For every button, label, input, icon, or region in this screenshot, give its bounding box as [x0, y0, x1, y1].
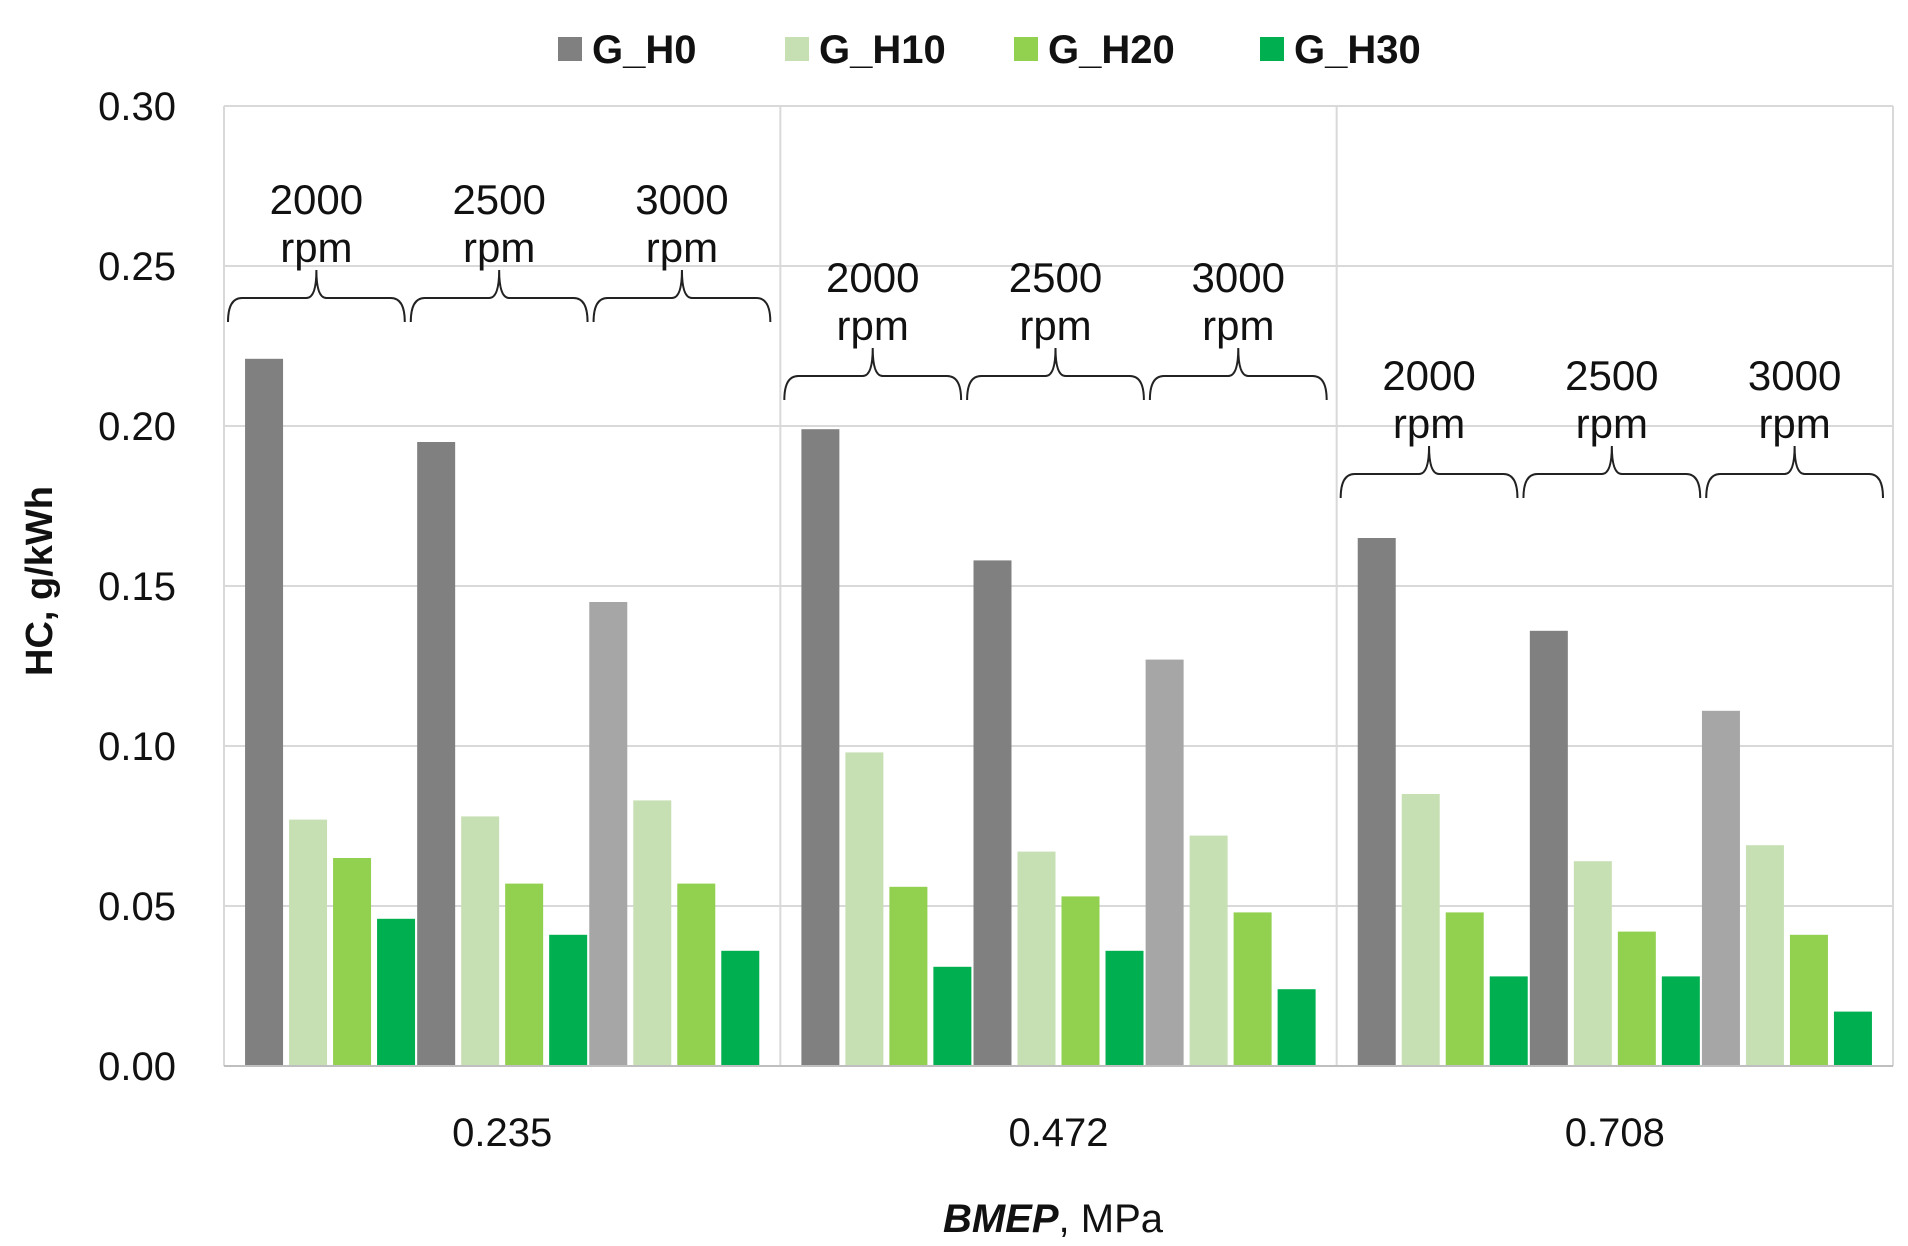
bar-g-h20-2500rpm-bmep-0.472: [1061, 896, 1100, 1066]
bar-g-h10-2500rpm-bmep-0.235: [461, 816, 500, 1066]
speed-unit-label: rpm: [1393, 400, 1465, 447]
x-axis-label-unit: , MPa: [1059, 1197, 1164, 1241]
bar-g-h30-3000rpm-bmep-0.708: [1833, 1011, 1872, 1066]
x-axis-label-italic: BMEP: [943, 1197, 1059, 1241]
bar-g-h10-2000rpm-bmep-0.472: [845, 752, 884, 1066]
legend-swatch-g-h0: [558, 37, 582, 61]
bar-g-h10-3000rpm-bmep-0.472: [1189, 835, 1228, 1066]
bar-g-h30-2500rpm-bmep-0.708: [1661, 976, 1700, 1066]
legend-label-g-h20: G_H20: [1048, 28, 1175, 72]
y-tick-label: 0.25: [98, 245, 176, 289]
y-axis-label: HC, g/kWh: [19, 486, 61, 676]
legend-label-g-h0: G_H0: [592, 28, 697, 72]
y-tick-label: 0.15: [98, 565, 176, 609]
speed-unit-label: rpm: [646, 224, 718, 271]
bar-g-h0-2000rpm-bmep-0.472: [801, 429, 840, 1066]
speed-bracket: [1339, 445, 1519, 499]
bar-g-h0-2500rpm-bmep-0.472: [973, 560, 1012, 1066]
bar-g-h10-3000rpm-bmep-0.708: [1745, 845, 1784, 1066]
bar-g-h20-2000rpm-bmep-0.708: [1445, 912, 1484, 1066]
axis-layer: 0.00 0.05 0.10 0.15 0.20 0.25 0.30 0.235 0.472 0.…: [98, 85, 1893, 1155]
speed-unit-label: rpm: [463, 224, 535, 271]
speed-value-label: 3000: [635, 176, 728, 223]
legend-label-g-h10: G_H10: [819, 28, 946, 72]
y-tick-label: 0.05: [98, 885, 176, 929]
bar-g-h0-2500rpm-bmep-0.235: [417, 442, 456, 1066]
x-category-label: 0.708: [1565, 1111, 1665, 1155]
speed-bracket: [966, 347, 1145, 401]
speed-bracket: [592, 269, 772, 323]
speed-bracket: [409, 269, 589, 323]
bar-g-h20-2000rpm-bmep-0.235: [333, 858, 372, 1066]
speed-value-label: 2000: [1382, 352, 1475, 399]
speed-value-label: 3000: [1192, 254, 1285, 301]
speed-unit-label: rpm: [1019, 302, 1091, 349]
speed-unit-label: rpm: [1202, 302, 1274, 349]
speed-bracket: [1705, 445, 1884, 499]
bar-g-h30-2000rpm-bmep-0.708: [1489, 976, 1528, 1066]
legend: G_H0 G_H10 G_H20 G_H30: [558, 28, 1421, 72]
bar-g-h20-2000rpm-bmep-0.472: [889, 886, 928, 1066]
speed-value-label: 2000: [270, 176, 363, 223]
bar-g-h20-2500rpm-bmep-0.235: [505, 883, 544, 1066]
bar-g-h0-2000rpm-bmep-0.235: [245, 358, 284, 1066]
legend-swatch-g-h30: [1260, 37, 1284, 61]
speed-value-label: 2000: [826, 254, 919, 301]
speed-value-label: 2500: [452, 176, 545, 223]
bar-g-h30-2500rpm-bmep-0.472: [1105, 950, 1144, 1066]
x-category-label: 0.235: [452, 1111, 552, 1155]
bar-g-h30-2000rpm-bmep-0.472: [933, 966, 972, 1066]
bar-g-h30-2000rpm-bmep-0.235: [377, 918, 416, 1066]
annotation-layer: 2000rpm2500rpm3000rpm2000rpm2500rpm3000r…: [227, 176, 1884, 499]
y-tick-label: 0.00: [98, 1045, 176, 1089]
legend-swatch-g-h10: [785, 37, 809, 61]
speed-value-label: 2500: [1009, 254, 1102, 301]
bar-g-h0-3000rpm-bmep-0.708: [1701, 710, 1740, 1066]
bar-layer: [245, 358, 1872, 1066]
bar-g-h10-2500rpm-bmep-0.708: [1573, 861, 1612, 1066]
bar-g-h30-3000rpm-bmep-0.235: [721, 950, 760, 1066]
speed-bracket: [227, 269, 406, 323]
bar-g-h0-2000rpm-bmep-0.708: [1357, 538, 1396, 1066]
bar-g-h20-3000rpm-bmep-0.708: [1789, 934, 1828, 1066]
bar-g-h0-3000rpm-bmep-0.235: [589, 602, 628, 1066]
speed-unit-label: rpm: [1758, 400, 1830, 447]
bar-g-h10-3000rpm-bmep-0.235: [633, 800, 672, 1066]
x-category-label: 0.472: [1008, 1111, 1108, 1155]
speed-bracket: [1148, 347, 1328, 401]
bar-g-h0-3000rpm-bmep-0.472: [1145, 659, 1184, 1066]
bar-g-h0-2500rpm-bmep-0.708: [1529, 630, 1568, 1066]
legend-swatch-g-h20: [1014, 37, 1038, 61]
bar-g-h20-3000rpm-bmep-0.235: [677, 883, 716, 1066]
x-axis-label: BMEP, MPa: [943, 1197, 1164, 1241]
bar-g-h10-2000rpm-bmep-0.235: [289, 819, 328, 1066]
bar-g-h10-2000rpm-bmep-0.708: [1401, 794, 1440, 1066]
bar-g-h30-3000rpm-bmep-0.472: [1277, 989, 1316, 1066]
speed-unit-label: rpm: [837, 302, 909, 349]
bar-g-h10-2500rpm-bmep-0.472: [1017, 851, 1056, 1066]
bar-g-h20-2500rpm-bmep-0.708: [1617, 931, 1656, 1066]
y-tick-label: 0.10: [98, 725, 176, 769]
bar-g-h20-3000rpm-bmep-0.472: [1233, 912, 1272, 1066]
bar-g-h30-2500rpm-bmep-0.235: [549, 934, 588, 1066]
speed-value-label: 3000: [1748, 352, 1841, 399]
grid-layer: [223, 105, 1894, 1066]
speed-bracket: [783, 347, 963, 401]
speed-value-label: 2500: [1565, 352, 1658, 399]
speed-unit-label: rpm: [280, 224, 352, 271]
legend-label-g-h30: G_H30: [1294, 28, 1421, 72]
speed-unit-label: rpm: [1576, 400, 1648, 447]
y-tick-label: 0.30: [98, 85, 176, 129]
y-tick-label: 0.20: [98, 405, 176, 449]
speed-bracket: [1522, 445, 1702, 499]
